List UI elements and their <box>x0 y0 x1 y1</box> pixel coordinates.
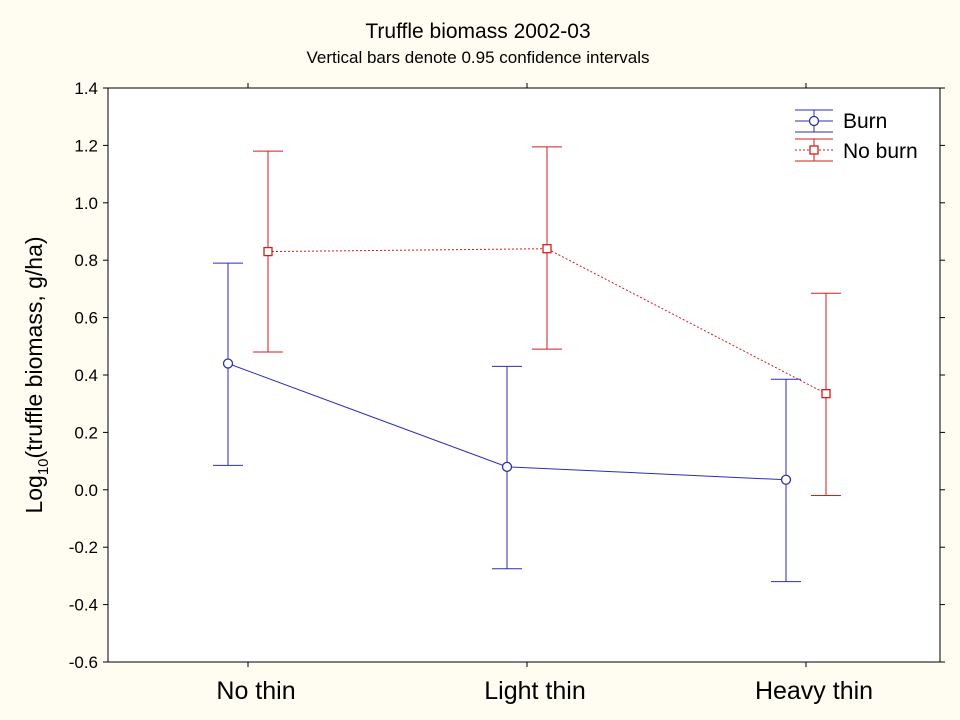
data-point <box>542 244 552 254</box>
series-burn <box>213 262 801 583</box>
legend-item-burn: Burn <box>795 109 887 133</box>
y-tick-label: 1.0 <box>74 194 98 213</box>
x-tick-label: Heavy thin <box>755 677 873 705</box>
y-tick-label: 1.2 <box>74 136 98 155</box>
x-axis: No thin Light thin Heavy thin <box>216 83 873 705</box>
legend-marker-no-burn <box>809 145 819 155</box>
chart-subtitle: Vertical bars denote 0.95 confidence int… <box>306 48 649 67</box>
y-tick-label: 0.4 <box>74 366 98 385</box>
data-point <box>821 389 831 399</box>
y-axis: -0.6 -0.4 -0.2 0.0 0.2 0.4 0.6 0.8 1.0 1.2 1.4 <box>69 79 945 672</box>
y-axis-label-subscript: 10 <box>35 458 52 475</box>
y-axis-label: Log10(truffle biomass, g/ha) <box>21 236 52 513</box>
series-layer <box>213 146 841 583</box>
plot-area <box>107 87 941 663</box>
legend: Burn No burn <box>795 109 918 163</box>
y-axis-label-rest: (truffle biomass, g/ha) <box>21 236 47 458</box>
legend-item-no-burn: No burn <box>795 138 918 163</box>
data-point <box>501 461 513 472</box>
legend-label-no-burn: No burn <box>843 140 918 163</box>
y-tick-label: 0.8 <box>74 251 98 270</box>
data-point <box>780 474 792 485</box>
legend-marker-burn <box>808 115 820 127</box>
chart-title: Truffle biomass 2002-03 <box>365 20 590 43</box>
y-tick-label: -0.2 <box>69 538 98 557</box>
y-tick-label: 0.0 <box>74 481 98 500</box>
x-tick-label: Light thin <box>484 677 585 705</box>
legend-label-burn: Burn <box>843 110 887 133</box>
series-no-burn <box>253 146 841 497</box>
series-line <box>267 248 827 395</box>
y-tick-label: 0.6 <box>74 309 98 328</box>
y-tick-label: -0.4 <box>69 596 98 615</box>
y-tick-label: 0.2 <box>74 423 98 442</box>
data-point <box>263 246 273 257</box>
x-tick-label: No thin <box>216 677 295 705</box>
y-tick-label: 1.4 <box>74 79 98 98</box>
data-point <box>222 358 234 369</box>
y-tick-label: -0.6 <box>69 653 98 672</box>
y-axis-label-main: Log <box>21 475 47 513</box>
